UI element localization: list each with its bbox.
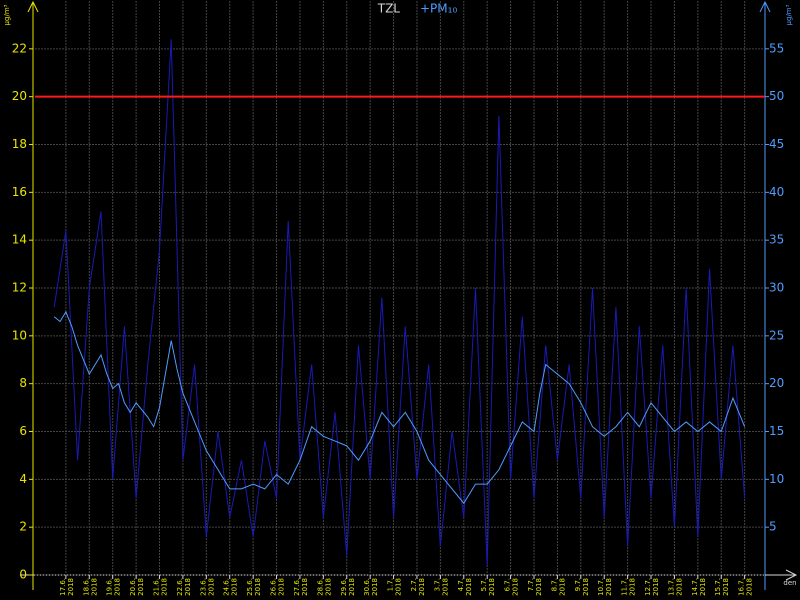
x-tick-label: 22.6.: [176, 578, 184, 596]
x-tick-year: 2018: [652, 578, 660, 596]
x-tick-label: 6.7.: [504, 578, 512, 591]
y2-tick-label: 15: [769, 424, 784, 438]
x-tick-year: 2018: [605, 578, 613, 596]
y2-tick-label: 25: [769, 328, 784, 342]
y2-tick-label: 30: [769, 281, 784, 295]
series-line: [53, 310, 746, 505]
y-tick-label: 12: [12, 281, 27, 295]
x-tick-label: 7.7.: [527, 578, 535, 591]
x-tick-year: 2018: [348, 578, 356, 596]
y-tick-label: 22: [12, 41, 27, 55]
x-tick-year: 2018: [488, 578, 496, 596]
x-tick-year: 2018: [371, 578, 379, 596]
y-tick-label: 10: [12, 328, 27, 342]
y-tick-label: 18: [12, 137, 27, 151]
y-tick-label: 4: [19, 472, 27, 486]
x-axis-arrow: [785, 569, 798, 581]
x-tick-label: 15.7.: [714, 578, 722, 596]
x-tick-year: 2018: [629, 578, 637, 596]
x-tick-label: 2.7.: [410, 578, 418, 591]
x-tick-year: 2018: [558, 578, 566, 596]
y2-tick-label: 40: [769, 185, 784, 199]
x-tick-label: 11.7.: [621, 578, 629, 596]
x-tick-label: 29.6.: [340, 578, 348, 596]
x-tick-year: 2018: [722, 578, 730, 596]
x-tick-year: 2018: [207, 578, 215, 596]
x-tick-label: 16.7.: [738, 578, 746, 596]
x-tick-label: 19.6.: [106, 578, 114, 596]
x-tick-year: 2018: [254, 578, 262, 596]
y2-axis-arrow: [759, 0, 771, 13]
x-tick-year: 2018: [441, 578, 449, 596]
x-tick-label: 14.7.: [691, 578, 699, 596]
y2-tick-label: 55: [769, 41, 784, 55]
y2-tick-label: 35: [769, 233, 784, 247]
x-tick-year: 2018: [699, 578, 707, 596]
x-tick-label: 28.6.: [316, 578, 324, 596]
x-tick-year: 2018: [535, 578, 543, 596]
x-tick-year: 2018: [90, 578, 98, 596]
x-tick-year: 2018: [324, 578, 332, 596]
x-tick-label: 5.7.: [480, 578, 488, 591]
x-tick-label: 17.6.: [59, 578, 67, 596]
y-tick-label: 20: [12, 89, 27, 103]
x-tick-year: 2018: [512, 578, 520, 596]
series-line: [53, 39, 746, 566]
x-tick-label: 25.6.: [246, 578, 254, 596]
x-axis-label: den: [783, 579, 796, 587]
x-tick-year: 2018: [161, 578, 169, 596]
x-tick-year: 2018: [278, 578, 286, 596]
x-tick-year: 2018: [231, 578, 239, 596]
y-tick-label: 6: [19, 424, 27, 438]
y2-tick-label: 20: [769, 376, 784, 390]
x-tick-year: 2018: [582, 578, 590, 596]
y2-tick-label: 50: [769, 89, 784, 103]
x-tick-label: 9.7.: [574, 578, 582, 591]
x-tick-year: 2018: [114, 578, 122, 596]
chart-title: TZL: [377, 2, 401, 16]
y-tick-label: 2: [19, 520, 27, 534]
x-tick-label: 4.7.: [457, 578, 465, 591]
x-tick-year: 2018: [418, 578, 426, 596]
y-axis-arrow: [27, 0, 39, 13]
x-tick-label: 8.7.: [550, 578, 558, 591]
x-tick-label: 3.7.: [433, 578, 441, 591]
x-tick-label: 26.6.: [270, 578, 278, 596]
x-tick-label: 27.6.: [293, 578, 301, 596]
y-tick-label: 14: [12, 233, 27, 247]
x-tick-label: 23.6.: [199, 578, 207, 596]
x-tick-label: 30.6.: [363, 578, 371, 596]
y-tick-label: 0: [19, 568, 27, 582]
x-tick-year: 2018: [184, 578, 192, 596]
y2-unit: µg/m³: [785, 4, 793, 25]
y2-tick-label: 5: [769, 520, 777, 534]
x-tick-label: 1.7.: [387, 578, 395, 591]
x-tick-year: 2018: [395, 578, 403, 596]
y-tick-label: 8: [19, 376, 27, 390]
x-tick-year: 2018: [746, 578, 754, 596]
x-tick-label: 21.6.: [153, 578, 161, 596]
x-tick-year: 2018: [67, 578, 75, 596]
x-tick-label: 20.6.: [129, 578, 137, 596]
x-tick-label: 13.7.: [667, 578, 675, 596]
x-tick-label: 18.6.: [82, 578, 90, 596]
x-tick-label: 24.6.: [223, 578, 231, 596]
y-tick-label: 16: [12, 185, 27, 199]
x-tick-label: 10.7.: [597, 578, 605, 596]
x-tick-year: 2018: [301, 578, 309, 596]
y2-tick-label: 10: [769, 472, 784, 486]
x-tick-year: 2018: [137, 578, 145, 596]
y-unit: µg/m³: [3, 4, 11, 25]
x-tick-year: 2018: [465, 578, 473, 596]
x-tick-year: 2018: [675, 578, 683, 596]
legend-entry: +PM₁₀: [420, 2, 457, 16]
x-tick-label: 12.7.: [644, 578, 652, 596]
y2-tick-label: 45: [769, 137, 784, 151]
